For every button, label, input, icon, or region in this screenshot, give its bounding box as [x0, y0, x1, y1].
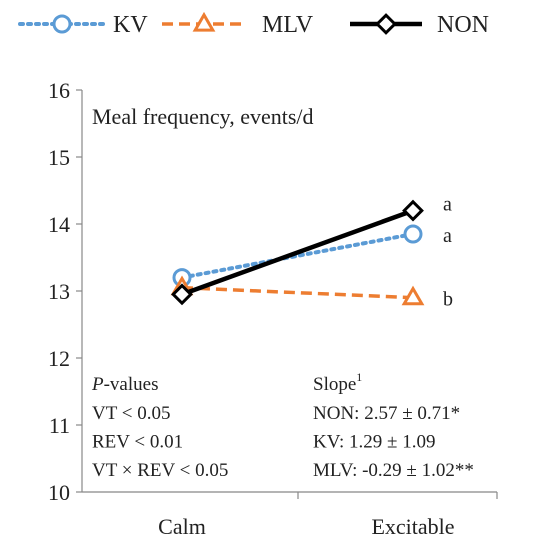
legend-marker-kv: [52, 14, 72, 34]
series-kv: a: [172, 224, 452, 288]
legend-label-mlv: MLV: [262, 12, 314, 38]
x-tick-label: Excitable: [371, 514, 454, 539]
significance-label-non: a: [443, 194, 452, 216]
series-line-kv: [180, 232, 415, 280]
slope-line: KV: 1.29 ± 1.09: [313, 432, 436, 453]
slope-line: MLV: -0.29 ± 1.02**: [313, 460, 474, 481]
p-value-line: VT × REV < 0.05: [92, 460, 228, 481]
y-tick-label: 10: [48, 480, 70, 505]
significance-label-kv: a: [443, 225, 452, 247]
chart-title: Meal frequency, events/d: [92, 104, 314, 129]
y-tick-label: 14: [48, 212, 70, 237]
legend-item-kv: KV: [18, 12, 148, 38]
data-point-non: [402, 199, 424, 222]
axes: 10 11 12 13 14 15 16 Calm Excitable: [48, 78, 498, 539]
series-line-non: [181, 208, 414, 297]
p-value-line: REV < 0.01: [92, 432, 183, 453]
data-point-kv: [403, 224, 423, 244]
legend-item-mlv: MLV: [162, 11, 314, 38]
series-line-mlv: [181, 285, 414, 300]
significance-label-mlv: b: [443, 289, 453, 311]
slope-annotation: Slope1 NON: 2.57 ± 0.71* KV: 1.29 ± 1.09 ML…: [313, 370, 474, 481]
data-point-non: [171, 283, 193, 306]
y-tick-label: 13: [48, 279, 70, 304]
slope-line: NON: 2.57 ± 0.71*: [313, 403, 460, 424]
p-values-annotation: P-values VT < 0.05 REV < 0.01 VT × REV < 0.…: [91, 374, 228, 481]
y-tick-label: 16: [48, 78, 70, 103]
y-tick-label: 11: [49, 413, 70, 438]
legend: KV MLV NON: [18, 11, 489, 38]
p-values-heading: P-values: [91, 374, 158, 395]
p-value-line: VT < 0.05: [92, 403, 170, 424]
legend-item-non: NON: [350, 12, 489, 38]
y-tick-label: 12: [48, 346, 70, 371]
x-tick-label: Calm: [158, 514, 206, 539]
legend-label-non: NON: [437, 12, 489, 38]
legend-marker-mlv: [192, 11, 216, 32]
legend-marker-non: [375, 13, 397, 35]
data-point-mlv: [401, 285, 425, 306]
slope-heading: Slope1: [313, 370, 362, 395]
legend-label-kv: KV: [113, 12, 148, 38]
y-tick-label: 15: [48, 145, 70, 170]
series-non: a: [171, 194, 452, 306]
series-group: a b a: [170, 194, 453, 311]
